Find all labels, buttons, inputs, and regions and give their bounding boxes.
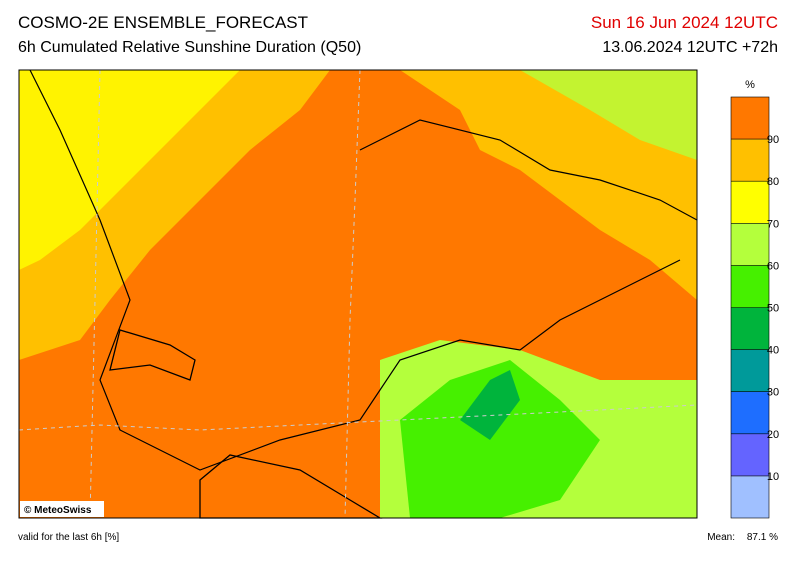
colorbar-label: 20 xyxy=(767,429,779,441)
colorbar: % 10 20 30 40 50 60 70 80 90 xyxy=(730,79,779,519)
colorbar-swatch xyxy=(731,139,769,182)
colorbar-label: 40 xyxy=(767,345,779,357)
country-border xyxy=(29,69,698,471)
field-green xyxy=(400,360,600,518)
run-time: 13.06.2024 12UTC +72h xyxy=(602,39,778,56)
credit: © MeteoSwiss xyxy=(24,505,92,516)
colorbar-label: 50 xyxy=(767,303,779,315)
colorbar-label: 70 xyxy=(767,218,779,230)
graticule xyxy=(18,69,698,519)
colorbar-label: 90 xyxy=(767,134,779,146)
colorbar-swatch xyxy=(731,265,769,308)
colorbar-unit: % xyxy=(745,79,755,91)
colorbar-swatch xyxy=(731,181,769,224)
mean-label: Mean: xyxy=(707,532,735,543)
colorbar-label: 30 xyxy=(767,387,779,399)
map-frame xyxy=(18,69,698,519)
colorbar-swatch xyxy=(731,97,769,140)
subtitle: 6h Cumulated Relative Sunshine Duration … xyxy=(18,39,361,56)
mean-value: 87.1 % xyxy=(747,532,778,543)
credit-box xyxy=(20,501,104,517)
valid-date: Sun 16 Jun 2024 12UTC xyxy=(591,13,778,32)
colorbar-label: 10 xyxy=(767,471,779,483)
colorbar-swatch xyxy=(731,307,769,350)
colorbar-label: 60 xyxy=(767,260,779,272)
colorbar-swatch xyxy=(731,391,769,434)
footer-note: valid for the last 6h [%] xyxy=(18,532,119,543)
field-yellow xyxy=(19,70,240,270)
field-lightgreen-ne xyxy=(520,70,697,160)
colorbar-swatch xyxy=(731,433,769,476)
field-darkgreen xyxy=(460,370,520,440)
colorbar-swatch xyxy=(731,349,769,392)
colorbar-label: 80 xyxy=(767,176,779,188)
map: © MeteoSwiss xyxy=(18,69,698,519)
colorbar-swatch xyxy=(731,223,769,266)
title: COSMO-2E ENSEMBLE_FORECAST xyxy=(18,13,308,32)
colorbar-swatch xyxy=(731,475,769,518)
